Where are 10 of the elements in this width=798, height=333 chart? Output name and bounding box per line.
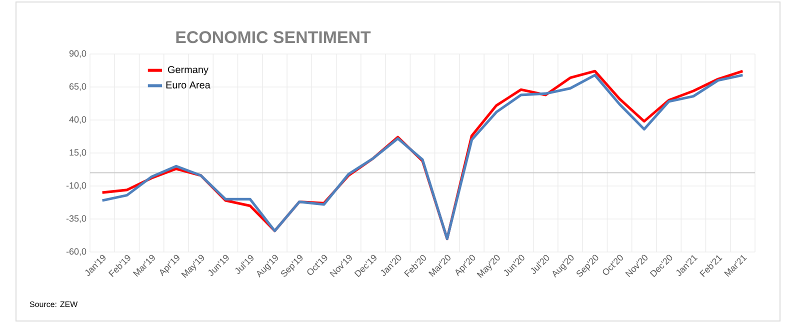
y-tick-label: -35,0 <box>66 215 86 223</box>
chart-title: ECONOMIC SENTIMENT <box>176 31 371 44</box>
legend-label: Germany <box>168 66 208 76</box>
y-tick-label: -60,0 <box>66 248 86 256</box>
y-tick-label: 40,0 <box>69 116 86 124</box>
y-tick-label: 65,0 <box>69 83 86 91</box>
y-tick-label: -10,0 <box>66 182 86 190</box>
y-tick-label: 90,0 <box>69 50 86 58</box>
y-tick-label: 15,0 <box>70 149 86 157</box>
legend-label: Euro Area <box>166 82 210 88</box>
